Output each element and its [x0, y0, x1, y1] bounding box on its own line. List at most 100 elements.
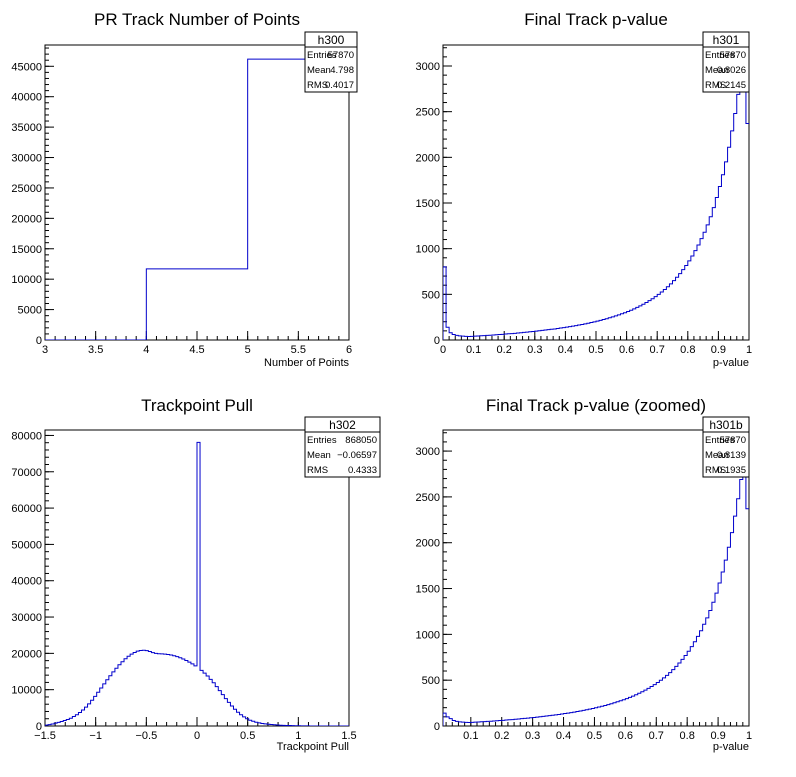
stats-value: 0.8026 [717, 65, 746, 76]
y-tick-label: 3000 [416, 446, 440, 458]
y-tick-label: 40000 [11, 92, 42, 104]
y-tick-label: 10000 [11, 685, 42, 697]
y-tick-label: 35000 [11, 122, 42, 134]
y-tick-label: 2500 [416, 107, 440, 119]
y-tick-label: 0 [36, 335, 42, 347]
y-tick-label: 1500 [416, 584, 440, 596]
y-tick-label: 3000 [416, 61, 440, 73]
x-axis-label: Number of Points [264, 357, 349, 369]
x-tick-label: 5 [245, 344, 251, 356]
y-tick-label: 20000 [11, 213, 42, 225]
x-tick-label: 0.5 [587, 730, 602, 742]
stats-value: 4.798 [330, 65, 354, 76]
x-tick-label: 4.5 [189, 344, 204, 356]
x-tick-label: 0 [194, 730, 200, 742]
stats-value: 0.1935 [717, 465, 746, 476]
y-tick-label: 70000 [11, 467, 42, 479]
x-tick-label: 0.4 [556, 730, 571, 742]
histogram-panel-1: PR Track Number of Points 3 3.5 4 4.5 5 5.5 6 0 5… [11, 10, 358, 369]
stats-name: h301b [709, 418, 743, 432]
x-tick-label: 0.1 [466, 344, 481, 356]
y-tick-label: 500 [422, 289, 440, 301]
y-tick-label: 25000 [11, 183, 42, 195]
y-tick-label: 1500 [416, 198, 440, 210]
x-tick-label: 0.6 [619, 344, 634, 356]
y-tick-label: 10000 [11, 274, 42, 286]
y-tick-label: 0 [434, 721, 440, 733]
x-tick-label: 0.3 [525, 730, 540, 742]
x-tick-label: 3 [42, 344, 48, 356]
x-tick-label: 1 [746, 730, 752, 742]
stats-label: Mean [307, 450, 331, 461]
histogram-panel-4: Final Track p-value (zoomed) 0.1 0.2 0.3 0.4… [416, 396, 753, 753]
y-tick-label: 500 [422, 675, 440, 687]
stats-label: Entries [307, 435, 337, 446]
stats-value: 0.4017 [325, 80, 354, 91]
y-tick-label: 50000 [11, 539, 42, 551]
plot-frame [44, 44, 350, 341]
x-tick-label: 1.5 [341, 730, 356, 742]
y-tick-label: 30000 [11, 612, 42, 624]
stats-name: h301 [713, 33, 740, 47]
x-tick-label: 0.2 [497, 344, 512, 356]
stats-label: Entries [705, 50, 735, 61]
y-tick-label: 2000 [416, 152, 440, 164]
x-tick-label: 0.7 [649, 730, 664, 742]
y-tick-label: 5000 [18, 305, 42, 317]
x-tick-label: 0.1 [463, 730, 478, 742]
x-tick-label: 6 [346, 344, 352, 356]
stats-value: 0.4333 [348, 465, 377, 476]
x-tick-label: 0 [440, 344, 446, 356]
stats-value: −0.06597 [337, 450, 377, 461]
y-tick-label: 40000 [11, 576, 42, 588]
stats-label: RMS [307, 80, 328, 91]
x-tick-label: 3.5 [88, 344, 103, 356]
y-tick-label: 2500 [416, 492, 440, 504]
x-tick-label: 5.5 [291, 344, 306, 356]
stats-value: 57870 [720, 435, 746, 446]
y-tick-label: 15000 [11, 244, 42, 256]
x-tick-label: 0.6 [618, 730, 633, 742]
chart-title: Trackpoint Pull [141, 396, 253, 415]
y-tick-label: 1000 [416, 244, 440, 256]
chart-title: Final Track p-value (zoomed) [486, 396, 706, 415]
histogram-series [45, 441, 349, 726]
x-tick-label: 0.4 [558, 344, 573, 356]
x-tick-label: −1.5 [34, 730, 56, 742]
y-tick-label: 30000 [11, 153, 42, 165]
y-tick-label: 2000 [416, 538, 440, 550]
x-tick-label: 0.5 [240, 730, 255, 742]
y-tick-label: 1000 [416, 629, 440, 641]
stats-value: 57870 [328, 50, 354, 61]
stats-value: 868050 [345, 435, 377, 446]
y-tick-label: 0 [434, 335, 440, 347]
plot-frame [442, 429, 750, 727]
stats-label: RMS [705, 80, 726, 91]
y-tick-label: 45000 [11, 61, 42, 73]
y-tick-label: 80000 [11, 430, 42, 442]
x-tick-label: 0.8 [680, 344, 695, 356]
stats-value: 0.8139 [717, 450, 746, 461]
histogram-series [443, 441, 749, 726]
stats-value: 57870 [720, 50, 746, 61]
stats-label: Mean [705, 65, 729, 76]
x-tick-label: 1 [746, 344, 752, 356]
stats-label: Entries [705, 435, 735, 446]
x-axis-label: p-value [713, 741, 749, 753]
stats-box: h302 Entries 868050 Mean −0.06597 RMS 0.4333 [304, 416, 381, 478]
stats-label: Entries [307, 50, 337, 61]
stats-label: Mean [705, 450, 729, 461]
x-tick-label: 0.7 [650, 344, 665, 356]
x-tick-label: 0.9 [710, 730, 725, 742]
y-tick-label: 0 [36, 721, 42, 733]
stats-body [702, 46, 750, 93]
stats-label: Mean [307, 65, 331, 76]
histogram-series [443, 56, 749, 340]
x-tick-label: 1 [295, 730, 301, 742]
chart-title: PR Track Number of Points [94, 10, 300, 29]
